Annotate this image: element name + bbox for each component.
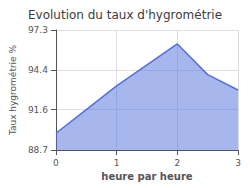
svg-text:94.4: 94.4 bbox=[28, 65, 48, 75]
svg-text:1: 1 bbox=[114, 158, 120, 168]
svg-text:97.3: 97.3 bbox=[28, 25, 48, 35]
svg-text:88.7: 88.7 bbox=[28, 145, 48, 155]
svg-text:91.6: 91.6 bbox=[28, 105, 48, 115]
svg-text:heure par heure: heure par heure bbox=[101, 171, 192, 182]
svg-text:Taux hygrométrie %: Taux hygrométrie % bbox=[8, 44, 18, 136]
svg-text:3: 3 bbox=[235, 158, 241, 168]
svg-text:2: 2 bbox=[174, 158, 180, 168]
svg-text:Evolution du taux d'hygrométri: Evolution du taux d'hygrométrie bbox=[28, 8, 222, 22]
svg-text:0: 0 bbox=[53, 158, 59, 168]
